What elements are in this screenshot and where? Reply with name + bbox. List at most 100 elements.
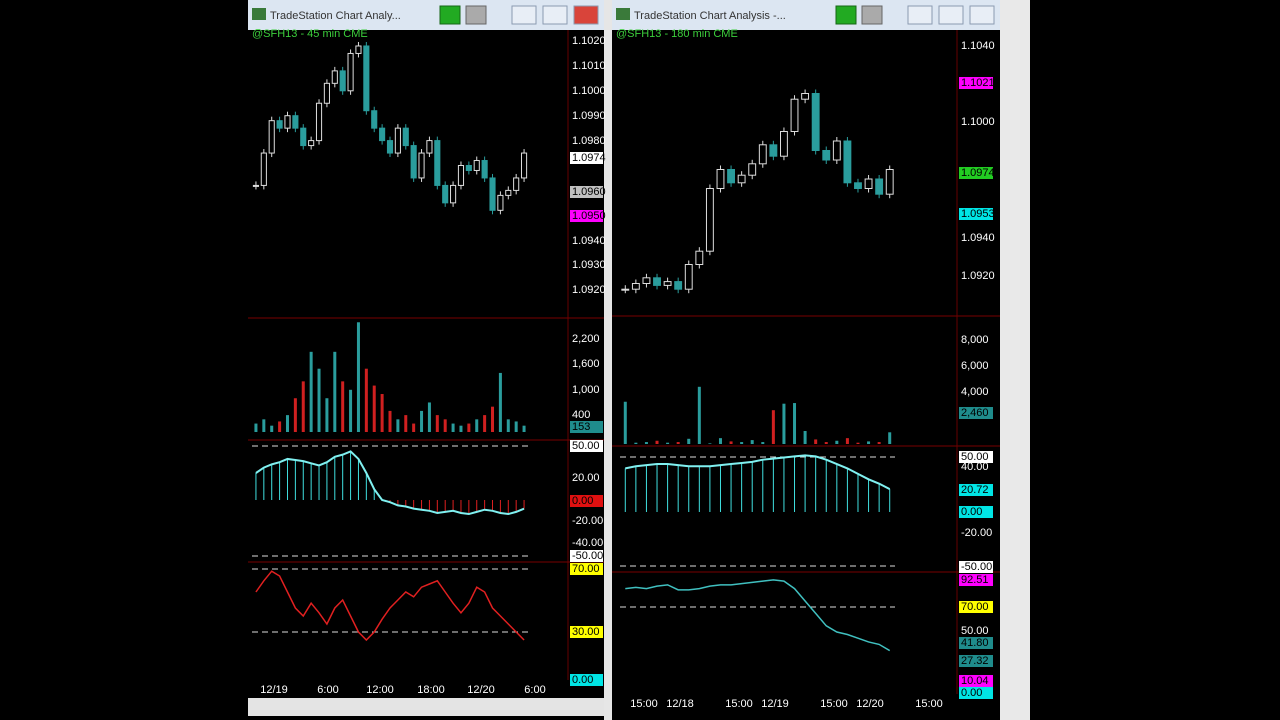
axis-label: 1.0940 (572, 235, 606, 247)
menu-button[interactable] (465, 5, 487, 25)
time-label: 12/18 (666, 698, 694, 710)
axis-label: 1.0930 (572, 259, 606, 271)
axis-label: 92.51 (961, 574, 989, 586)
candle (426, 140, 433, 154)
volume-bar (835, 440, 839, 444)
axis-badge (570, 495, 603, 507)
candle (505, 189, 512, 196)
volume-bar (475, 419, 479, 432)
axis-label: 1.0960 (572, 186, 606, 198)
candle (780, 131, 788, 157)
volume-bar (356, 322, 360, 432)
candle (684, 264, 693, 290)
axis-badge (959, 167, 993, 179)
axis-badge (959, 637, 993, 649)
candle (386, 140, 394, 154)
candle (748, 163, 757, 176)
candle (465, 165, 472, 171)
axis-badge (570, 626, 603, 638)
volume-bar (750, 440, 754, 444)
axis-label: 1.0980 (572, 135, 606, 147)
volume-bar (467, 423, 471, 432)
volume-bar (435, 415, 439, 432)
candle (695, 250, 704, 265)
time-label: 15:00 (915, 698, 943, 710)
data-button[interactable] (439, 5, 461, 25)
volume-bar (729, 441, 733, 444)
candle (864, 178, 873, 189)
axis-label: 1.1000 (572, 85, 606, 97)
volume-bar (506, 419, 510, 432)
candle (727, 169, 735, 184)
volume-bar (451, 423, 455, 432)
axis-badge (570, 550, 603, 562)
axis-label: 6,000 (961, 360, 989, 372)
volume-bar (443, 419, 447, 432)
volume-bar (888, 432, 892, 444)
candle (674, 281, 683, 290)
volume-bar (824, 442, 828, 444)
candle (473, 160, 480, 171)
time-label: 12/20 (467, 684, 495, 696)
candle (520, 152, 528, 179)
axis-label: -20.00 (572, 515, 603, 527)
volume-bar (278, 421, 282, 432)
minimize-button[interactable] (907, 5, 933, 25)
axis-label: 2,200 (572, 333, 600, 345)
candle (854, 182, 862, 190)
candle (410, 145, 417, 179)
axis-label: 1.1021 (961, 77, 995, 89)
symbol-label: @SFH13 - 180 min CME (616, 28, 738, 40)
volume-bar (718, 438, 722, 444)
time-label: 18:00 (417, 684, 445, 696)
time-label: 15:00 (725, 698, 753, 710)
axis-label: 153 (572, 421, 590, 433)
volume-bar (697, 386, 701, 444)
candle (442, 184, 449, 204)
scrollbar[interactable] (248, 698, 604, 716)
volume-bar (372, 385, 376, 432)
axis-badge (959, 687, 993, 699)
title-bar (612, 0, 1000, 30)
axis-label: 1.0990 (572, 110, 606, 122)
volume-bar (676, 442, 680, 444)
axis-label: 1.1020 (572, 35, 606, 47)
volume-bar (814, 439, 818, 444)
candle (379, 127, 386, 142)
maximize-button[interactable] (542, 5, 568, 25)
volume-bar (655, 440, 659, 444)
candle (843, 140, 852, 184)
axis-badge (959, 561, 993, 573)
volume-bar (771, 410, 775, 444)
axis-label: 1,000 (572, 384, 600, 396)
close-button[interactable] (969, 5, 995, 25)
axis-label: 0.00 (961, 506, 982, 518)
menu-button[interactable] (861, 5, 883, 25)
data-button[interactable] (835, 5, 857, 25)
candle (832, 140, 841, 161)
volume-bar (341, 381, 345, 432)
axis-label: 0.00 (572, 674, 593, 686)
candle (481, 160, 488, 179)
candle (276, 120, 283, 129)
axis-badge (959, 484, 993, 496)
close-button[interactable] (573, 5, 599, 25)
candle (268, 120, 275, 154)
candle (716, 169, 725, 189)
volume-bar (803, 431, 807, 444)
gap (1000, 0, 1030, 720)
candle (801, 93, 810, 100)
minimize-button[interactable] (511, 5, 537, 25)
volume-bar (687, 438, 691, 444)
axis-label: 40.00 (961, 461, 989, 473)
volume-bar (262, 419, 266, 432)
volume-bar (285, 415, 289, 432)
axis-label: 70.00 (572, 563, 600, 575)
axis-badge (570, 563, 603, 575)
volume-bar (427, 402, 431, 432)
maximize-button[interactable] (938, 5, 964, 25)
candle (497, 194, 504, 211)
axis-label: 8,000 (961, 334, 989, 346)
volume-bar (793, 403, 797, 444)
candle (363, 45, 370, 112)
